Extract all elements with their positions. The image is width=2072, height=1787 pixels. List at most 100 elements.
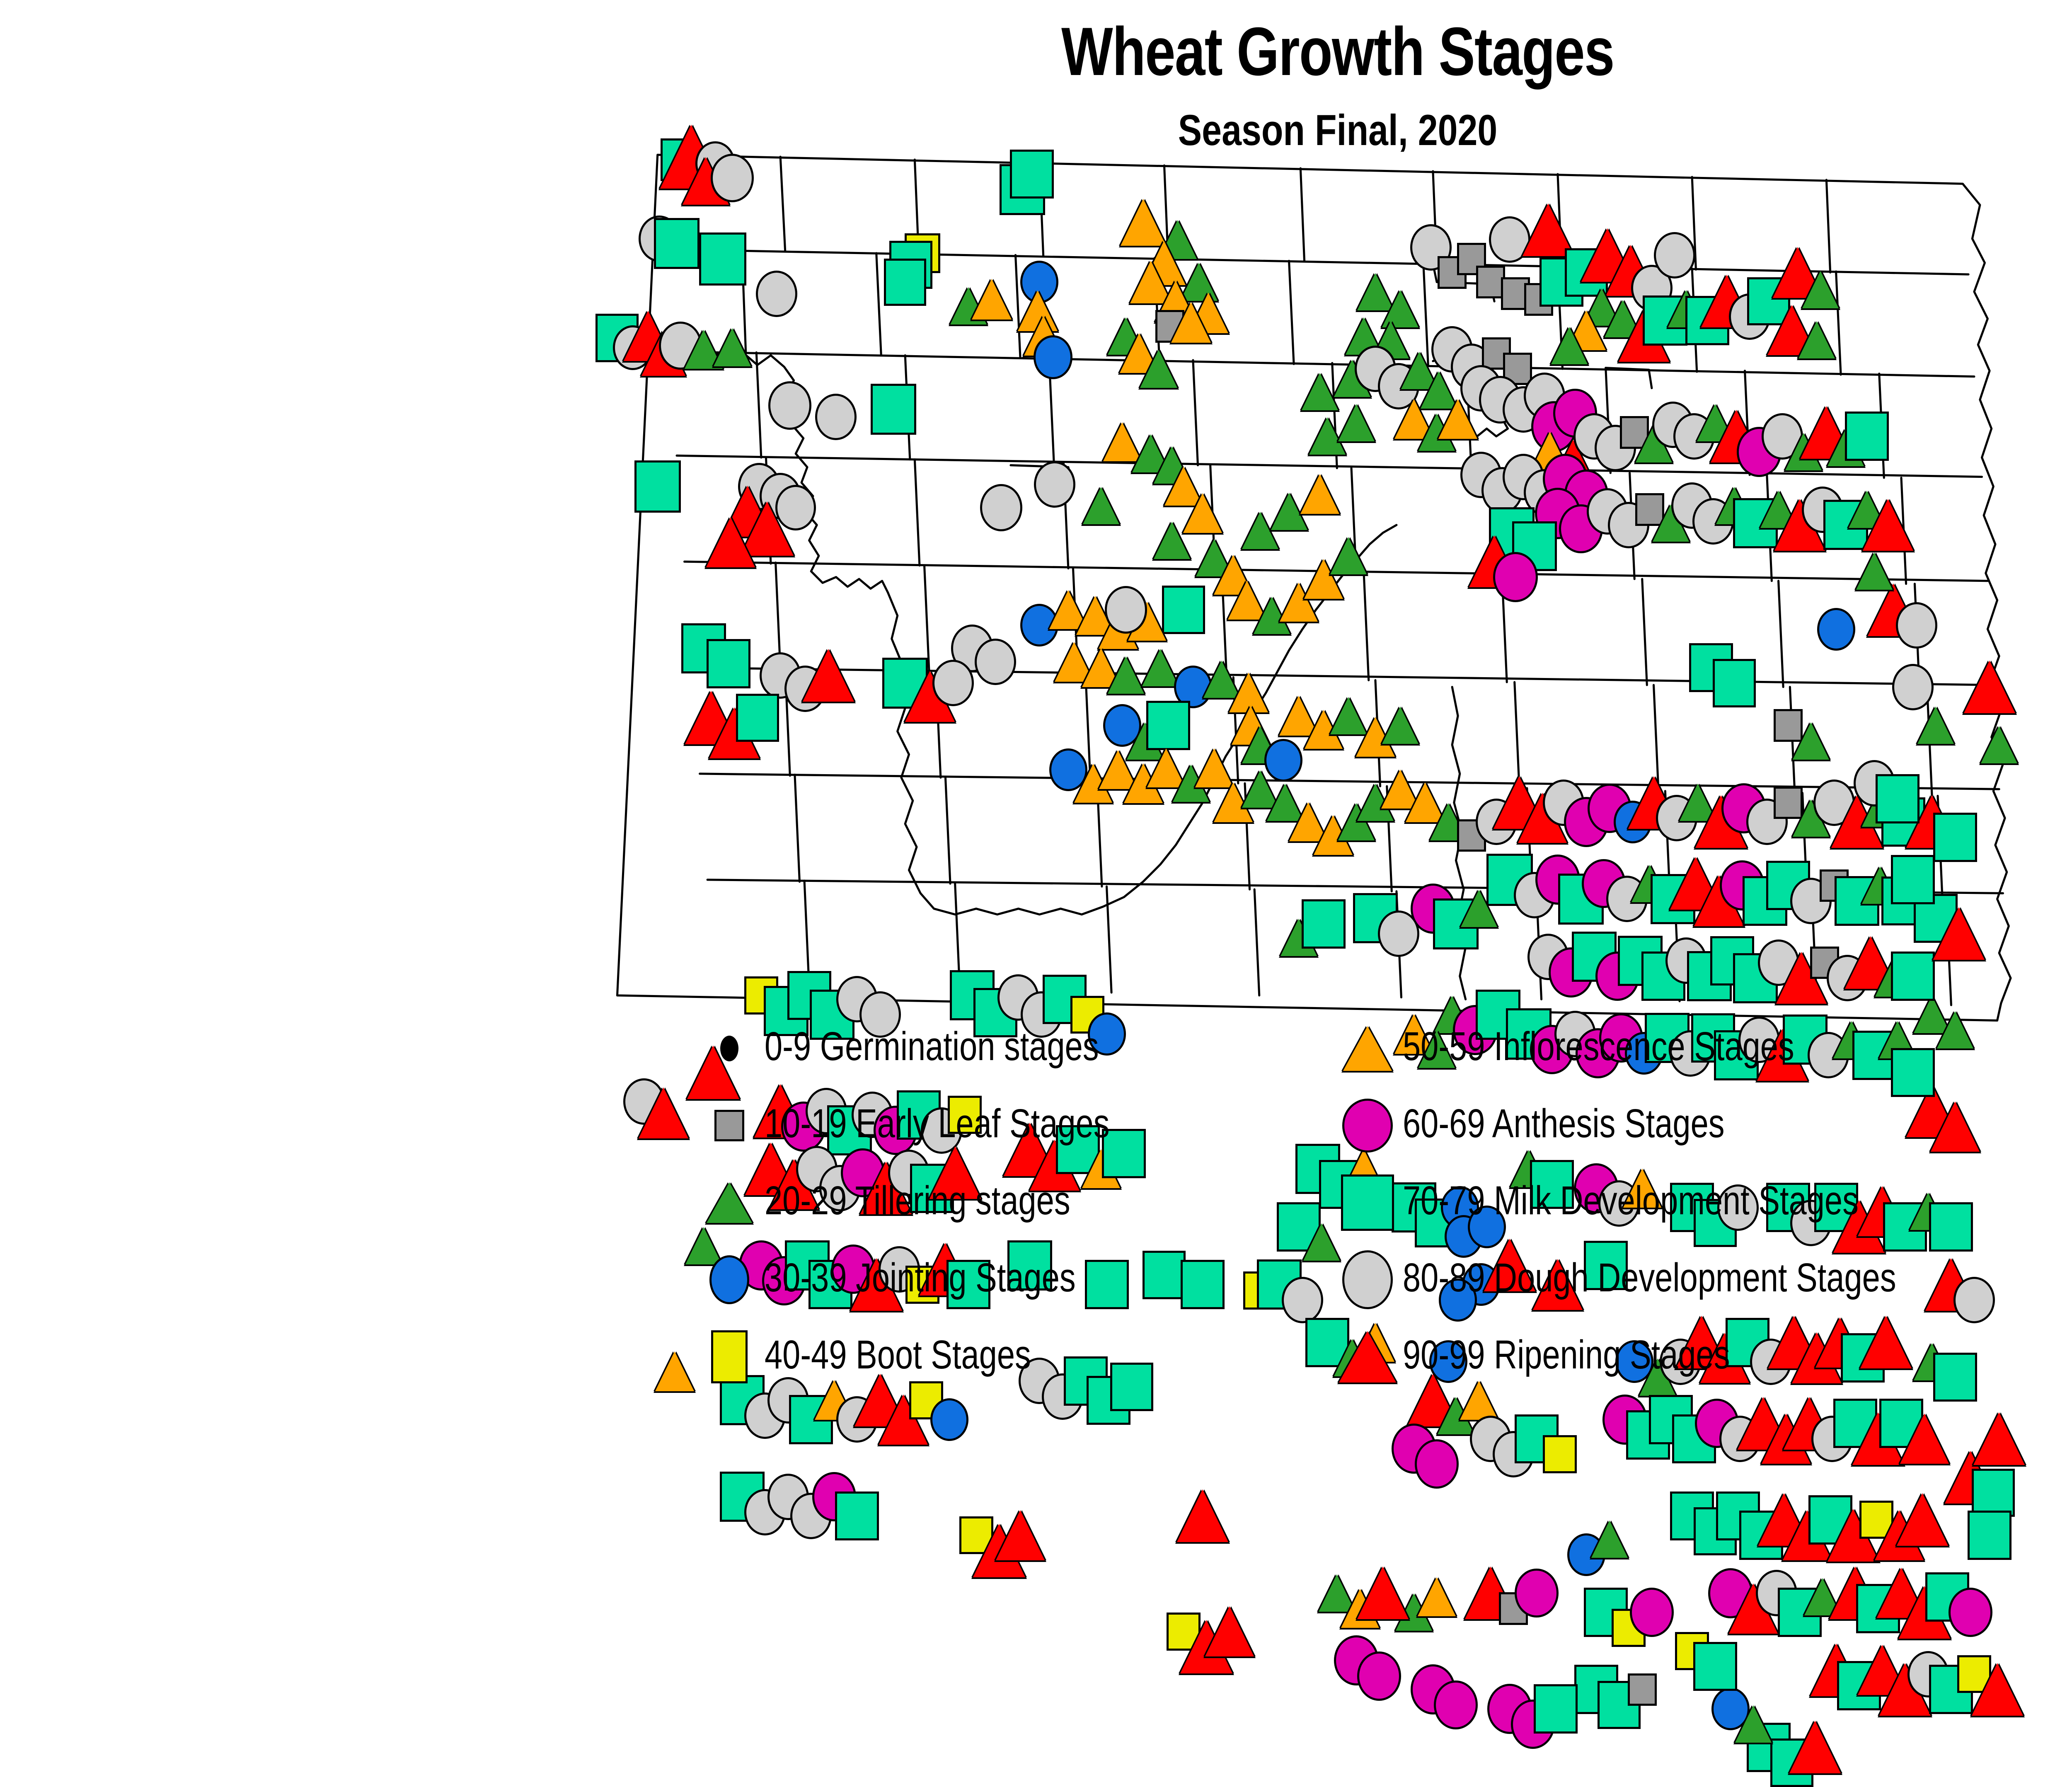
legend-item-g90[interactable]: 90-99 Ripening Stages <box>1339 1331 2072 1409</box>
legend-column-left: 0-9 Germination stages 10-19 Early Leaf S… <box>704 1024 1471 1409</box>
map-marker <box>1875 774 1920 823</box>
map-marker <box>1896 602 1938 649</box>
map-marker <box>971 279 1012 320</box>
map-marker <box>1303 1223 1340 1261</box>
map-marker <box>685 1227 722 1265</box>
map-marker <box>1532 1259 1583 1310</box>
map-marker <box>1338 404 1375 441</box>
map-marker <box>1154 521 1190 559</box>
legend-label-g50: 50-59 Inflorescence Stages <box>1403 1024 1794 1069</box>
map-marker <box>1140 349 1177 388</box>
map-marker <box>1862 499 1913 551</box>
legend-symbol-wrap-g50 <box>1343 1024 1392 1073</box>
map-marker <box>1102 1129 1146 1178</box>
map-marker <box>884 258 927 306</box>
map-marker <box>815 394 857 441</box>
map-marker <box>1229 673 1268 713</box>
legend-item-g70[interactable]: 70-79 Milk Development Stages <box>1341 1174 2072 1255</box>
legend-item-g80[interactable]: 80-89 Dough Development Stages <box>1342 1250 2072 1332</box>
map-marker <box>1534 1684 1578 1734</box>
growth-stage-markers <box>588 124 2047 1787</box>
map-marker <box>1948 1588 1992 1637</box>
legend-symbol-wrap-g30 <box>704 1255 754 1305</box>
map-marker <box>835 1491 879 1541</box>
map-marker <box>1515 1568 1559 1618</box>
legend-symbol-g40 <box>711 1330 748 1383</box>
page-subtitle: Season Final, 2020 <box>1178 106 1498 155</box>
legend-symbol-wrap-g10 <box>704 1101 754 1150</box>
map-marker <box>707 639 751 689</box>
map-marker <box>655 1351 695 1391</box>
map-marker <box>1890 855 1935 905</box>
legend-item-g10[interactable]: 10-19 Early Leaf Stages <box>704 1101 1471 1178</box>
legend-symbol-g60 <box>1342 1099 1393 1153</box>
north-dakota-map <box>588 124 2047 1787</box>
map-marker <box>1629 1588 1674 1637</box>
map-marker <box>947 1096 982 1134</box>
map-marker <box>1142 649 1179 686</box>
map-marker <box>1457 242 1486 276</box>
legend-item-g60[interactable]: 60-69 Anthesis Stages <box>1342 1099 2072 1178</box>
map-marker <box>1892 663 1934 710</box>
legend-symbol-wrap-g20 <box>704 1178 754 1228</box>
map-marker <box>1357 1651 1402 1701</box>
map-marker <box>1104 586 1147 634</box>
map-marker <box>1177 1489 1229 1542</box>
legend-label-g10: 10-19 Early Leaf Stages <box>765 1101 1110 1146</box>
map-marker <box>1933 813 1977 862</box>
map-marker <box>1107 656 1144 694</box>
map-marker <box>1377 910 1419 957</box>
legend-symbol-g90 <box>1339 1331 1396 1383</box>
map-marker <box>706 517 755 567</box>
legend-symbol-wrap-g60 <box>1342 1099 1393 1153</box>
map-marker <box>736 693 779 742</box>
map-marker <box>1591 1520 1628 1558</box>
map-marker <box>1933 1352 1977 1402</box>
legend: 0-9 Germination stages 10-19 Early Leaf S… <box>588 1024 2072 1397</box>
map-marker <box>699 232 747 286</box>
legend-symbol-g30 <box>709 1255 749 1304</box>
map-marker <box>1357 1567 1409 1620</box>
map-marker <box>1418 1030 1455 1068</box>
map-marker <box>1746 799 1788 845</box>
legend-label-g80: 80-89 Dough Development Stages <box>1403 1255 1896 1300</box>
legend-item-g20[interactable]: 20-29 Tillering stages <box>704 1178 1471 1255</box>
map-marker <box>1429 1340 1467 1383</box>
map-marker <box>1798 321 1835 358</box>
map-marker <box>1735 1705 1772 1743</box>
map-marker <box>1793 722 1830 760</box>
legend-label-g60: 60-69 Anthesis Stages <box>1403 1101 1725 1146</box>
map-marker <box>1972 1468 2015 1517</box>
map-marker <box>996 1510 1045 1560</box>
map-marker <box>638 1087 688 1138</box>
map-marker <box>1583 1240 1628 1290</box>
map-marker <box>1146 701 1190 750</box>
map-marker <box>1844 412 1889 461</box>
legend-label-g90: 90-99 Ripening Stages <box>1403 1332 1730 1377</box>
legend-label-g20: 20-29 Tillering stages <box>765 1178 1070 1223</box>
map-marker <box>1713 659 1756 707</box>
map-marker <box>1789 1721 1841 1774</box>
map-marker <box>1195 748 1233 787</box>
legend-label-g30: 30-39 Jointing Stages <box>765 1255 1076 1300</box>
map-marker <box>1542 1435 1577 1474</box>
legend-symbol-g50 <box>1343 1026 1392 1071</box>
map-marker <box>1654 232 1696 278</box>
legend-item-g30[interactable]: 30-39 Jointing Stages <box>704 1255 1471 1332</box>
legend-item-g40[interactable]: 40-49 Boot Stages <box>704 1330 1471 1409</box>
legend-item-g0[interactable]: 0-9 Germination stages <box>704 1024 1471 1101</box>
map-marker <box>1330 537 1367 574</box>
map-marker <box>932 660 974 707</box>
map-marker <box>1082 487 1119 524</box>
legend-item-g50[interactable]: 50-59 Inflorescence Stages <box>1343 1024 2072 1101</box>
map-marker <box>1162 586 1205 634</box>
map-marker <box>802 649 854 702</box>
legend-column-right: 50-59 Inflorescence Stages 60-69 Anthesis… <box>1339 1024 2072 1409</box>
map-marker <box>1087 1012 1126 1056</box>
map-marker <box>654 218 700 269</box>
map-marker <box>1890 952 1935 1001</box>
map-marker <box>946 1260 991 1310</box>
map-marker <box>1973 1412 2025 1465</box>
map-marker <box>1964 660 2016 713</box>
map-marker <box>1033 335 1072 379</box>
